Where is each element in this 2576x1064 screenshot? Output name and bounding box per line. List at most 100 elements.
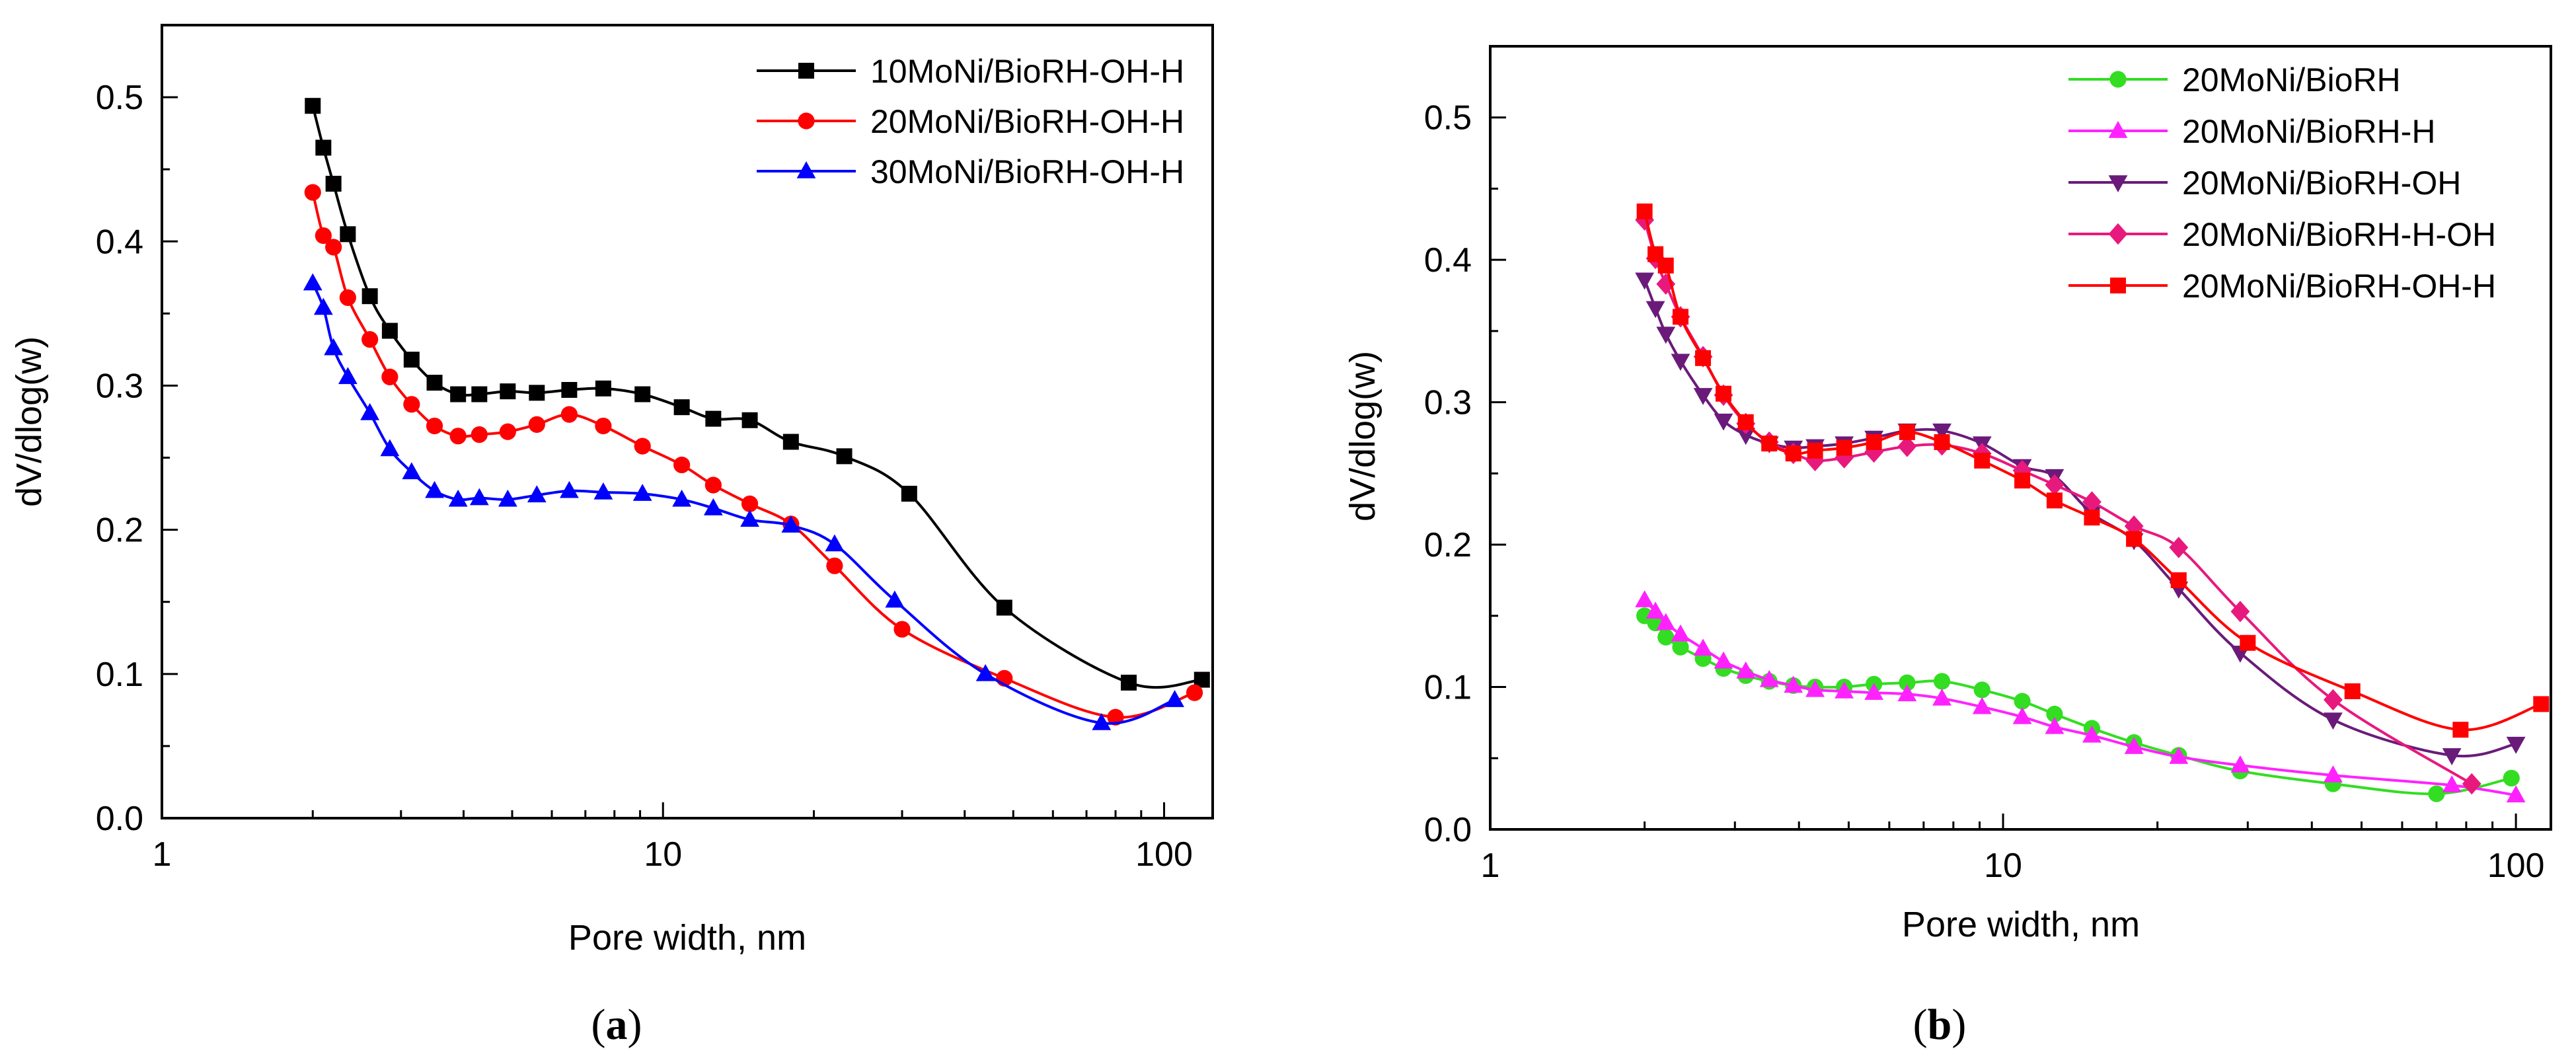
panel-b-series-2-point (2012, 706, 2032, 724)
panel-b-caption: (b) (1913, 1001, 1967, 1049)
panel-a-series-3-point (593, 482, 613, 500)
panel-a-series-1-point (1193, 671, 1210, 688)
panel-b-series-1-point (1933, 673, 1951, 690)
panel-b-series-5-point (1672, 309, 1688, 325)
panel-b-series-4-point (2082, 491, 2102, 513)
panel-b-legend-label: 20MoNi/BioRH (2182, 61, 2401, 98)
panel-a-series-3-point (448, 489, 468, 507)
panel-b-series-5-point (2533, 696, 2550, 712)
panel-a-y-axis-label: dV/dlog(w) (9, 336, 49, 507)
panel-b-series-2-point (2045, 716, 2065, 734)
panel-a-series-2-point (361, 331, 379, 348)
panel-b-legend-marker (2109, 71, 2127, 88)
panel-a-series-1-point (782, 434, 799, 450)
panel-b-caption-letter: b (1928, 1001, 1952, 1049)
panel-a-legend-label: 10MoNi/BioRH-OH-H (870, 53, 1184, 90)
panel-b-series-3-point (1646, 301, 1665, 319)
panel-a-series-3-point (360, 402, 380, 420)
panel-b-series-2-point (2082, 725, 2102, 743)
panel-a-series-2-point (325, 239, 342, 256)
panel-a-series-3-point (781, 515, 801, 533)
panel-b-legend-label: 20MoNi/BioRH-H-OH (2182, 216, 2496, 253)
panel-b-series-1-point (1973, 681, 1990, 699)
panel-b-y-tick-label: 0.4 (1424, 241, 1472, 280)
panel-a-series-3-point (313, 297, 333, 315)
panel-a-series-1-point (529, 385, 545, 401)
panel-b-series-1-point (1657, 628, 1675, 646)
panel-b-series-5-point (1836, 439, 1852, 456)
panel-b-series-4-point (2045, 474, 2065, 496)
panel-b-series-5-point (1636, 203, 1653, 219)
panel-a-series-2-point (893, 621, 911, 638)
panel-a-series (303, 98, 1210, 730)
panel-a-series-1-point (403, 352, 420, 368)
panel-b-series-2-point (1646, 601, 1665, 619)
panel-b-y-axis-label: dV/dlog(w) (1343, 351, 1383, 521)
panel-b-series-3-point (2442, 748, 2462, 765)
panel-b-series-4-point (2323, 689, 2343, 711)
panel-a-legend-marker (798, 63, 814, 79)
panel-a-series-2-point (403, 396, 420, 413)
panel-a-x-tick-label: 1 (153, 835, 172, 874)
panel-b-x-tick-label: 10 (1984, 847, 2022, 885)
panel-b-series-3-point (2323, 712, 2343, 730)
panel-b-series-3-point (1635, 272, 1655, 290)
panel-b-series-2-point (1736, 661, 1756, 679)
panel-a-series-3-point (975, 664, 995, 681)
panel-a-series-3-point (1165, 690, 1184, 707)
panel-b-legend-label: 20MoNi/BioRH-OH-H (2182, 268, 2496, 305)
panel-b-series-5-point (1899, 424, 1915, 440)
panel-b-series-4-point (1835, 447, 1854, 469)
panel-a-series-2-point (471, 426, 488, 443)
panel-b-series-1-point (2503, 769, 2520, 787)
panel-b-series-1-point (1899, 674, 1916, 691)
panel-b-y-tick-label: 0.2 (1424, 526, 1472, 564)
panel-b-y-tick-label: 0.5 (1424, 99, 1472, 137)
panel-b-series-3-point (1656, 326, 1676, 344)
panel-b-series-5-point (1785, 445, 1801, 462)
panel-b-legend-marker (2108, 121, 2128, 138)
panel-a-series-1-point (426, 375, 443, 391)
panel-b-series-5-point (2240, 634, 2256, 651)
panel-b-legend-marker (2110, 278, 2126, 293)
panel-b-series-5-point (2084, 510, 2100, 526)
panel-a-series-2-point (304, 184, 321, 201)
panel-a-y-tick-label: 0.0 (96, 800, 143, 838)
panel-a-legend: 10MoNi/BioRH-OH-H 20MoNi/BioRH-OH-H 30MoNi… (757, 53, 1184, 190)
panel-a-series-1-point (561, 382, 578, 398)
panel-a-series-1-point (340, 226, 356, 243)
panel-a-series-2-point (1186, 684, 1203, 701)
panel-b-series-5-point (1934, 434, 1950, 450)
panel-b-series-2-point (1784, 675, 1803, 693)
panel-a-series-1-point (450, 386, 467, 402)
panel-a-series-1-point (1120, 674, 1137, 691)
panel-a-series-2-point (528, 416, 545, 433)
panel-b-x-tick-label: 100 (2487, 847, 2545, 885)
panel-a-x-axis-label: Pore width, nm (568, 918, 806, 958)
panel-b-series-2-point (1864, 683, 1884, 700)
panel-a-series-3-point (825, 534, 845, 552)
panel-b-legend-marker (2108, 223, 2128, 245)
panel-a-series-1-point (595, 380, 611, 397)
panel-b-series (1635, 203, 2550, 803)
panel-b-legend-label: 20MoNi/BioRH-OH (2182, 165, 2461, 202)
panel-a-y-tick-label: 0.5 (96, 79, 143, 117)
panel-a-series-2-point (339, 289, 356, 306)
panel-a-series-3-point (559, 480, 579, 498)
panel-a-series-3-point (527, 485, 547, 503)
panel-b-series-2-point (1693, 638, 1713, 656)
panel-b-series-1-point (2014, 693, 2031, 710)
panel-b-series-4-point (1897, 436, 1917, 457)
panel-a-x-tick-label: 10 (644, 835, 682, 874)
panel-b-series-5-point (1866, 434, 1882, 450)
panel-b-legend-marker (2108, 175, 2128, 192)
panel-b-y-tick-label: 0.1 (1424, 669, 1472, 707)
panel-a-series-1-point (305, 98, 321, 114)
panel-a-y-tick-label: 0.1 (96, 656, 143, 694)
panel-b-series-2-point (1635, 590, 1655, 607)
panel-a-series-1-point (315, 139, 332, 156)
panel-b-series-5-point (2014, 473, 2031, 489)
panel-a-series-1-point (634, 386, 651, 402)
